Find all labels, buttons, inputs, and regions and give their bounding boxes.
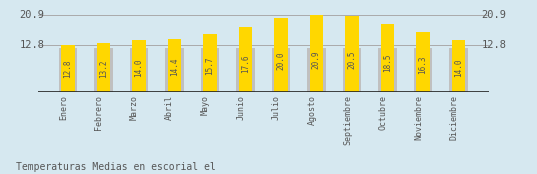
Bar <box>59 48 77 92</box>
Text: 12.8: 12.8 <box>63 60 72 78</box>
Text: Febrero: Febrero <box>95 95 103 130</box>
Text: Junio: Junio <box>236 95 245 120</box>
Bar <box>452 40 465 92</box>
Text: 14.4: 14.4 <box>170 58 179 76</box>
Text: Octubre: Octubre <box>379 95 387 130</box>
Bar <box>416 32 430 92</box>
Bar <box>378 48 397 92</box>
Text: Temperaturas Medias en escorial el: Temperaturas Medias en escorial el <box>16 162 216 172</box>
Text: Abril: Abril <box>165 95 175 120</box>
Text: Diciembre: Diciembre <box>449 95 459 140</box>
Bar <box>236 48 255 92</box>
Bar <box>449 48 468 92</box>
Text: 15.7: 15.7 <box>205 56 214 75</box>
Text: Julio: Julio <box>272 95 281 120</box>
Text: 13.2: 13.2 <box>99 59 108 78</box>
Text: 16.3: 16.3 <box>418 56 427 74</box>
Bar <box>413 48 432 92</box>
Text: 18.5: 18.5 <box>383 53 392 72</box>
Bar <box>165 48 184 92</box>
Text: 20.0: 20.0 <box>277 52 285 70</box>
Bar <box>132 40 146 92</box>
Bar <box>381 24 394 92</box>
Bar <box>345 16 359 92</box>
Text: 12.8: 12.8 <box>482 40 506 50</box>
Bar <box>97 43 110 92</box>
Text: Enero: Enero <box>59 95 68 120</box>
Text: Septiembre: Septiembre <box>343 95 352 145</box>
Bar <box>201 48 219 92</box>
Bar <box>61 45 75 92</box>
Bar <box>274 18 288 92</box>
Text: 12.8: 12.8 <box>20 40 45 50</box>
Bar <box>238 27 252 92</box>
Bar <box>307 48 325 92</box>
Bar <box>343 48 361 92</box>
Text: Marzo: Marzo <box>130 95 139 120</box>
Text: Agosto: Agosto <box>307 95 316 125</box>
Bar <box>272 48 290 92</box>
Text: Noviembre: Noviembre <box>414 95 423 140</box>
Bar <box>168 39 181 92</box>
Bar <box>129 48 148 92</box>
Text: 20.5: 20.5 <box>347 51 357 69</box>
Text: 20.9: 20.9 <box>20 10 45 20</box>
Text: 14.0: 14.0 <box>454 58 463 77</box>
Text: 20.9: 20.9 <box>482 10 506 20</box>
Text: Mayo: Mayo <box>201 95 210 115</box>
Text: 20.9: 20.9 <box>312 50 321 69</box>
Bar <box>203 34 216 92</box>
Bar <box>94 48 113 92</box>
Text: 17.6: 17.6 <box>241 54 250 73</box>
Text: 14.0: 14.0 <box>134 58 143 77</box>
Bar <box>310 15 323 92</box>
